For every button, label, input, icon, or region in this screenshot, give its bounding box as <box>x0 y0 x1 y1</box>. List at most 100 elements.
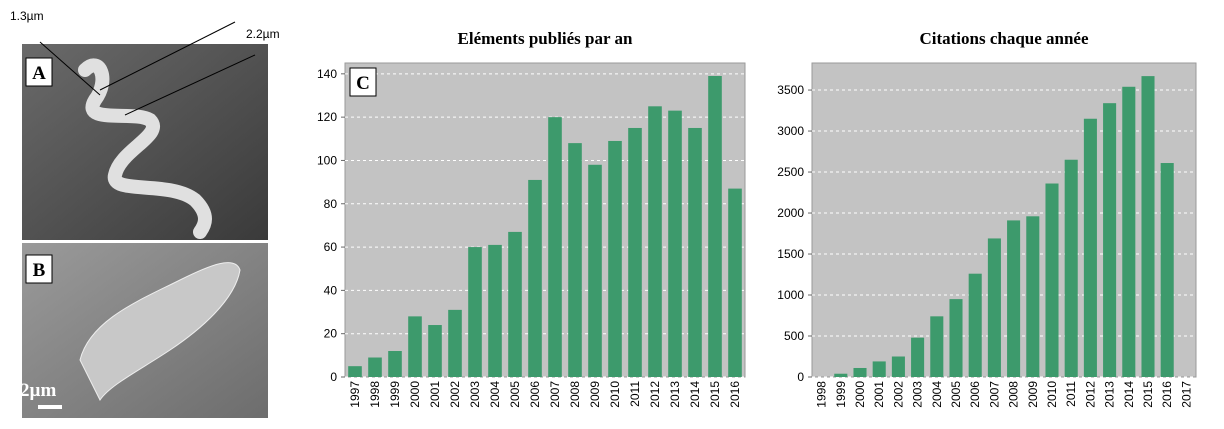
bar <box>468 247 482 377</box>
bar <box>388 351 402 377</box>
bar <box>1026 216 1039 377</box>
y-tick-label: 20 <box>324 327 338 341</box>
x-tick-label: 2010 <box>1045 381 1059 408</box>
x-tick-label: 2016 <box>728 381 742 408</box>
bar <box>488 245 502 377</box>
x-tick-label: 2001 <box>428 381 442 408</box>
x-tick-label: 2009 <box>1026 381 1040 408</box>
chart-title: Eléments publiés par an <box>458 29 633 48</box>
y-tick-label: 140 <box>317 67 337 81</box>
bar <box>708 76 722 377</box>
bar <box>428 325 442 377</box>
x-tick-label: 2012 <box>1083 381 1097 408</box>
x-tick-label: 2013 <box>1103 381 1117 408</box>
y-tick-label: 3500 <box>777 83 804 97</box>
x-tick-label: 1997 <box>348 381 362 408</box>
x-tick-label: 2000 <box>853 381 867 408</box>
x-tick-label: 2008 <box>1007 381 1021 408</box>
bar <box>408 316 422 377</box>
bar <box>348 366 362 377</box>
plot-area <box>345 63 745 377</box>
panel-label: A <box>32 63 46 84</box>
x-tick-label: 2007 <box>987 381 1001 408</box>
bar <box>969 274 982 377</box>
figure: 1.3µm 2.2µm A B 2µm Eléments publiés par… <box>0 0 1224 424</box>
bar <box>448 310 462 377</box>
bar <box>834 374 847 377</box>
bar <box>508 232 522 377</box>
x-tick-label: 2004 <box>488 381 502 408</box>
page: 1.3µm 2.2µm A B 2µm Eléments publiés par… <box>0 0 1224 429</box>
x-tick-label: 2002 <box>448 381 462 408</box>
bar <box>528 180 542 377</box>
y-tick-label: 3000 <box>777 124 804 138</box>
scale-label: 2µm <box>20 380 56 401</box>
x-tick-label: 2010 <box>608 381 622 408</box>
annotation: 1.3µm <box>10 9 44 23</box>
x-tick-label: 2013 <box>668 381 682 408</box>
bar <box>588 165 602 377</box>
bar <box>1007 220 1020 377</box>
x-tick-label: 2004 <box>930 381 944 408</box>
y-tick-label: 2500 <box>777 165 804 179</box>
y-tick-label: 1500 <box>777 247 804 261</box>
panel-label: B <box>33 260 46 281</box>
bar <box>608 141 622 377</box>
bar <box>1045 184 1058 377</box>
x-tick-label: 2015 <box>1141 381 1155 408</box>
x-tick-label: 2000 <box>408 381 422 408</box>
y-tick-label: 100 <box>317 153 337 167</box>
x-tick-label: 2007 <box>548 381 562 408</box>
x-tick-label: 1999 <box>388 381 402 408</box>
y-tick-label: 80 <box>324 197 338 211</box>
x-tick-label: 2014 <box>688 381 702 408</box>
bar <box>728 189 742 377</box>
bar <box>1084 119 1097 377</box>
y-tick-label: 0 <box>330 370 337 384</box>
x-tick-label: 1998 <box>368 381 382 408</box>
bar <box>892 357 905 377</box>
bar <box>648 106 662 377</box>
bar <box>568 143 582 377</box>
bar <box>668 111 682 377</box>
y-tick-label: 120 <box>317 110 337 124</box>
bar <box>1103 103 1116 377</box>
x-tick-label: 2011 <box>1064 381 1078 407</box>
bar <box>688 128 702 377</box>
bar <box>853 368 866 377</box>
x-tick-label: 2005 <box>508 381 522 408</box>
x-tick-label: 2006 <box>968 381 982 408</box>
x-tick-label: 2001 <box>872 381 886 408</box>
y-tick-label: 500 <box>784 329 804 343</box>
x-tick-label: 2016 <box>1160 381 1174 408</box>
x-tick-label: 2015 <box>708 381 722 408</box>
bar <box>1122 87 1135 377</box>
scale-bar <box>38 405 62 409</box>
bar <box>1161 163 1174 377</box>
y-tick-label: 40 <box>324 283 338 297</box>
bar <box>1065 160 1078 377</box>
chart-title: Citations chaque année <box>919 29 1089 48</box>
y-tick-label: 0 <box>797 370 804 384</box>
x-tick-label: 2009 <box>588 381 602 408</box>
bar <box>548 117 562 377</box>
y-tick-label: 1000 <box>777 288 804 302</box>
x-tick-label: 1999 <box>834 381 848 408</box>
x-tick-label: 2017 <box>1179 381 1193 408</box>
annotation: 2.2µm <box>246 27 280 41</box>
bar <box>911 338 924 377</box>
bar <box>873 361 886 377</box>
bar <box>988 238 1001 377</box>
bar <box>930 316 943 377</box>
x-tick-label: 2003 <box>468 381 482 408</box>
x-tick-label: 1998 <box>815 381 829 408</box>
x-tick-label: 2011 <box>628 381 642 407</box>
x-tick-label: 2012 <box>648 381 662 408</box>
x-tick-label: 2008 <box>568 381 582 408</box>
y-tick-label: 60 <box>324 240 338 254</box>
bar <box>368 358 382 377</box>
panel-label: C <box>356 73 370 94</box>
bar <box>628 128 642 377</box>
y-tick-label: 2000 <box>777 206 804 220</box>
bar <box>949 299 962 377</box>
